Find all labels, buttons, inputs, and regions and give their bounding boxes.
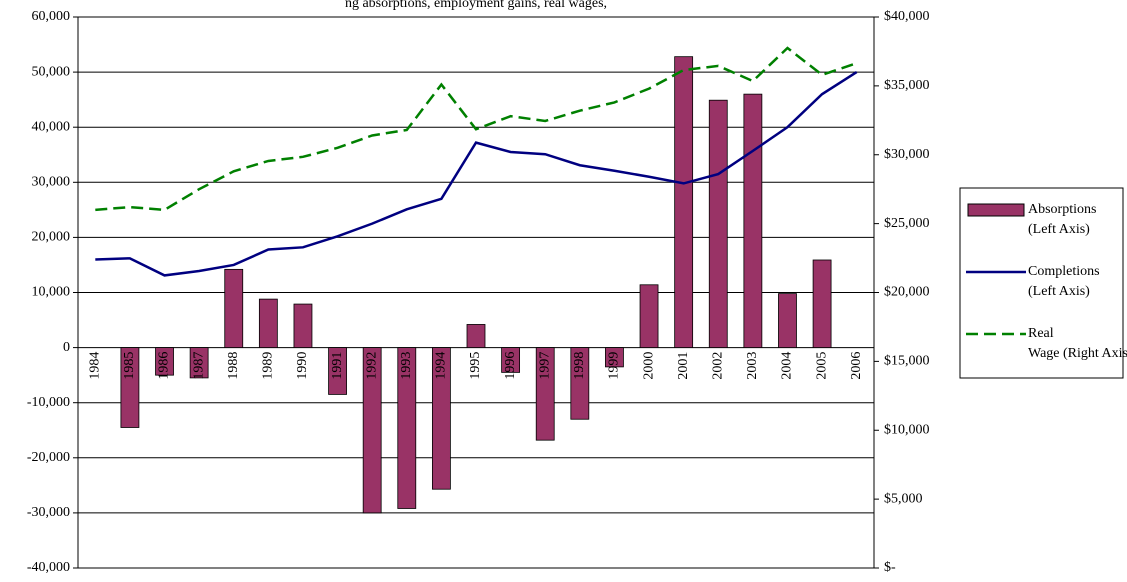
x-tick-label: 1988 — [226, 352, 241, 380]
y-tick-label: 30,000 — [32, 175, 71, 190]
bar — [743, 93, 763, 349]
x-tick-label: 1999 — [607, 352, 622, 380]
y2-tick-label: $5,000 — [884, 491, 923, 506]
legend-label: Real Wage (Right Axis) — [1028, 326, 1127, 361]
bar — [224, 268, 244, 348]
y2-tick-label: $25,000 — [884, 216, 930, 231]
legend-swatch — [967, 203, 1025, 217]
bar — [293, 303, 313, 349]
y-tick-label: 20,000 — [32, 230, 71, 245]
y-tick-label: -30,000 — [27, 505, 70, 520]
y-tick-label: -10,000 — [27, 395, 70, 410]
x-tick-label: 1987 — [191, 352, 206, 380]
x-tick-label: 1985 — [122, 352, 137, 380]
x-tick-label: 2000 — [641, 352, 656, 380]
bar — [258, 298, 278, 348]
bar — [120, 347, 140, 428]
x-tick-label: 2001 — [676, 352, 691, 380]
x-tick-label: 2005 — [814, 352, 829, 380]
y-tick-label: 40,000 — [32, 119, 71, 134]
y-tick-label: 0 — [63, 340, 70, 355]
x-tick-label: 1994 — [434, 352, 449, 380]
y2-tick-label: $15,000 — [884, 354, 930, 369]
y2-tick-label: $40,000 — [884, 9, 930, 24]
bar — [812, 259, 832, 348]
x-tick-label: 1995 — [468, 352, 483, 380]
y2-tick-label: $10,000 — [884, 422, 930, 437]
bar — [605, 347, 624, 368]
y2-tick-label: $35,000 — [884, 78, 930, 93]
bar — [674, 56, 694, 349]
bar — [501, 347, 521, 373]
bar — [708, 99, 728, 348]
y2-tick-label: $20,000 — [884, 285, 930, 300]
bar — [155, 347, 174, 376]
x-tick-label: 2002 — [710, 352, 725, 380]
x-tick-label: 1997 — [537, 352, 552, 380]
y2-tick-label: $30,000 — [884, 147, 930, 162]
bar — [397, 347, 417, 509]
x-tick-label: 1993 — [399, 352, 414, 380]
bar — [328, 347, 347, 395]
bar — [362, 347, 382, 514]
bar — [466, 324, 486, 349]
bar — [431, 347, 451, 490]
line — [95, 71, 858, 277]
legend-label: Completions (Left Axis) — [1028, 264, 1100, 299]
bar — [778, 293, 797, 348]
x-tick-label: 1992 — [364, 352, 379, 380]
y-tick-label: 10,000 — [32, 285, 71, 300]
x-tick-label: 1996 — [503, 352, 518, 380]
x-tick-label: 2004 — [780, 352, 795, 380]
x-tick-label: 1990 — [295, 352, 310, 380]
y-tick-label: -40,000 — [27, 560, 70, 575]
legend-label: Absorptions (Left Axis) — [1028, 202, 1096, 237]
x-tick-label: 1998 — [572, 352, 587, 380]
bar — [570, 347, 590, 420]
y-tick-label: -20,000 — [27, 450, 70, 465]
x-tick-label: 1984 — [88, 352, 103, 380]
line — [95, 46, 858, 212]
x-tick-label: 2003 — [745, 352, 760, 380]
bar — [639, 284, 659, 349]
legend-box — [959, 187, 1124, 379]
x-tick-label: 1986 — [157, 352, 172, 380]
y-tick-label: 50,000 — [32, 64, 71, 79]
x-tick-label: 1991 — [330, 352, 345, 380]
x-tick-label: 1989 — [261, 352, 276, 380]
y2-tick-label: $- — [884, 560, 896, 575]
bar — [189, 347, 209, 379]
y-tick-label: 60,000 — [32, 9, 71, 24]
x-tick-label: 2006 — [849, 352, 864, 380]
bar — [535, 347, 555, 441]
chart-title: ng absorptions, employment gains, real w… — [345, 0, 607, 11]
